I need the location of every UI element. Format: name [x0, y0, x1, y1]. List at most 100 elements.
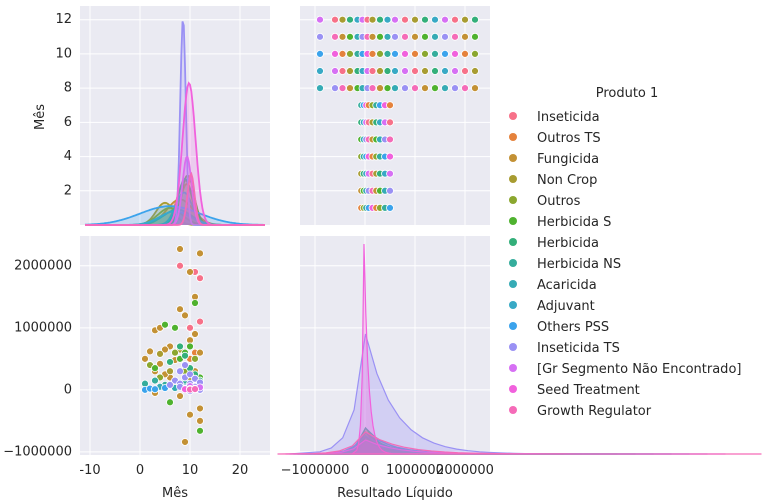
legend-label-1: Outros TS	[537, 131, 601, 146]
scatter-point-bl-85	[181, 361, 189, 369]
scatter-point-bl-58	[181, 351, 189, 360]
scatter-point-tr-155	[451, 15, 459, 24]
legend-label-13: Seed Treatment	[537, 383, 640, 398]
scatter-point-tr-100	[471, 67, 479, 75]
y-tick-resultado-2: 1000000	[14, 320, 72, 335]
scatter-point-tr-110	[383, 50, 392, 58]
scatter-point-bl-100	[191, 385, 199, 394]
scatter-point-bl-46	[191, 354, 199, 363]
scatter-point-tr-82	[316, 67, 324, 75]
y-tick-mes-5: 12	[55, 12, 72, 27]
legend-marker-12	[509, 364, 517, 372]
legend-marker-1	[509, 133, 517, 141]
scatter-point-tr-53	[386, 118, 394, 127]
scatter-point-bl-27	[181, 311, 189, 320]
scatter-point-tr-98	[451, 67, 459, 75]
scatter-point-bl-78	[176, 367, 184, 376]
scatter-point-tr-113	[411, 50, 419, 58]
x-tick-resultado-3: 2000000	[436, 463, 494, 478]
panel-mes-density-background	[80, 6, 270, 225]
scatter-point-tr-103	[338, 50, 347, 58]
scatter-point-tr-35	[386, 152, 394, 161]
panel-mes-vs-resultado	[300, 6, 490, 225]
x-axis-label-mes: Mês	[162, 486, 188, 500]
legend-marker-3	[509, 175, 517, 183]
scatter-point-bl-28	[196, 416, 204, 425]
legend-marker-10	[509, 322, 517, 330]
y-tick-mes-2: 6	[64, 115, 72, 130]
scatter-point-tr-150	[401, 15, 409, 24]
scatter-point-tr-128	[376, 32, 384, 41]
scatter-point-bl-47	[161, 320, 169, 329]
legend-label-9: Adjuvant	[537, 299, 595, 314]
scatter-point-bl-10	[196, 249, 204, 258]
panel-mes-vs-resultado-background	[300, 6, 490, 225]
scatter-point-tr-148	[383, 15, 392, 24]
scatter-point-tr-130	[391, 32, 399, 41]
scatter-point-bl-29	[156, 359, 164, 368]
scatter-point-tr-139	[316, 15, 324, 24]
scatter-point-tr-136	[451, 32, 459, 41]
scatter-point-tr-117	[451, 50, 459, 58]
scatter-point-tr-137	[461, 32, 469, 41]
scatter-point-tr-109	[376, 50, 384, 58]
scatter-point-tr-65	[338, 84, 347, 93]
scatter-point-tr-64	[331, 84, 339, 93]
scatter-point-bl-9	[176, 245, 184, 253]
scatter-point-tr-80	[461, 84, 469, 93]
scatter-point-bl-55	[166, 398, 174, 407]
scatter-point-tr-101	[316, 50, 324, 58]
scatter-point-tr-123	[346, 32, 354, 41]
scatter-point-bl-64	[151, 376, 159, 385]
legend-label-7: Herbicida NS	[537, 257, 621, 272]
scatter-point-bl-44	[171, 348, 179, 357]
legend-marker-14	[509, 406, 517, 414]
scatter-point-tr-129	[383, 32, 392, 41]
scatter-point-tr-141	[338, 15, 347, 24]
scatter-point-bl-50	[196, 426, 204, 435]
scatter-point-tr-79	[451, 84, 459, 93]
scatter-point-bl-48	[171, 323, 179, 332]
scatter-point-tr-134	[431, 32, 439, 41]
scatter-point-tr-146	[368, 15, 377, 24]
legend-title: Produto 1	[596, 86, 659, 101]
scatter-point-bl-24	[141, 354, 149, 363]
legend-marker-9	[509, 301, 517, 309]
scatter-point-tr-77	[431, 84, 439, 93]
scatter-point-bl-84	[166, 380, 174, 389]
scatter-point-tr-151	[411, 15, 419, 24]
scatter-point-bl-39	[166, 367, 174, 376]
scatter-point-tr-111	[391, 50, 399, 58]
scatter-point-tr-66	[346, 84, 354, 93]
scatter-point-tr-120	[316, 32, 324, 41]
scatter-point-tr-93	[401, 67, 409, 75]
legend-label-4: Outros	[537, 194, 581, 209]
scatter-point-tr-108	[368, 50, 377, 58]
scatter-point-bl-86	[186, 370, 194, 379]
scatter-point-tr-84	[338, 67, 347, 75]
y-tick-mes-0: 2	[64, 183, 72, 198]
legend-marker-8	[509, 280, 517, 288]
scatter-point-tr-63	[316, 84, 324, 93]
legend-marker-6	[509, 238, 517, 246]
scatter-point-tr-26	[386, 169, 394, 178]
scatter-point-bl-3	[176, 261, 184, 270]
scatter-point-bl-35	[176, 392, 184, 400]
scatter-point-tr-152	[421, 15, 429, 24]
x-tick-mes-0: -10	[79, 463, 100, 478]
scatter-point-tr-115	[431, 50, 439, 58]
scatter-point-bl-16	[181, 438, 189, 446]
legend-label-12: [Gr Segmento Não Encontrado]	[537, 362, 741, 377]
scatter-point-bl-22	[191, 330, 199, 338]
scatter-point-tr-142	[346, 15, 354, 24]
scatter-point-tr-83	[331, 67, 339, 75]
scatter-point-tr-75	[411, 84, 419, 93]
y-tick-resultado-0: −1000000	[3, 444, 72, 459]
scatter-point-tr-154	[441, 15, 449, 24]
y-tick-mes-3: 8	[64, 81, 72, 96]
scatter-point-tr-94	[411, 67, 419, 75]
legend-marker-11	[509, 343, 517, 351]
scatter-point-tr-140	[331, 15, 339, 24]
scatter-point-bl-34	[196, 348, 204, 357]
